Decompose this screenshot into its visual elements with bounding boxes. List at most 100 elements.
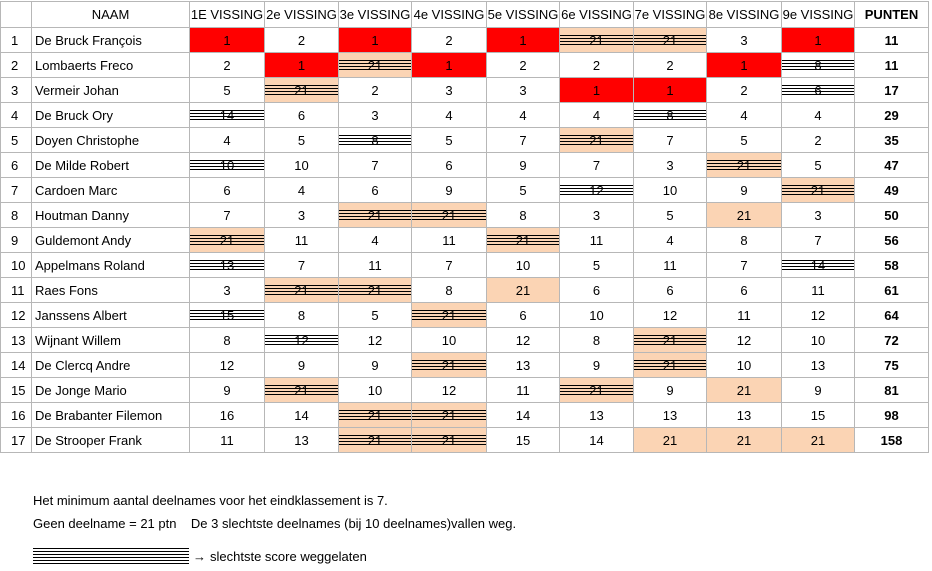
points-cell: 98 bbox=[854, 402, 929, 428]
header-round-5: 5e VISSING bbox=[486, 1, 560, 28]
arrow-right-icon: → bbox=[193, 549, 206, 564]
rank-cell: 3 bbox=[0, 77, 32, 103]
score-cell: 1 bbox=[338, 27, 412, 53]
score-cell: 8 bbox=[338, 127, 412, 153]
score-cell: 8 bbox=[411, 277, 487, 303]
name-cell: Lombaerts Freco bbox=[31, 52, 190, 78]
rank-cell: 2 bbox=[0, 52, 32, 78]
score-cell: 7 bbox=[411, 252, 487, 278]
score-cell: 4 bbox=[264, 177, 339, 203]
table-row: 8 Houtman Danny 7 3 21 21 8 3 5 21 3 50 bbox=[0, 202, 929, 228]
score-cell: 9 bbox=[189, 377, 265, 403]
score-cell: 11 bbox=[486, 377, 560, 403]
score-cell: 21 bbox=[706, 377, 782, 403]
score-cell: 10 bbox=[559, 302, 634, 328]
score-cell: 1 bbox=[706, 52, 782, 78]
header-rank bbox=[0, 1, 32, 28]
score-cell: 21 bbox=[781, 177, 855, 203]
score-cell: 21 bbox=[559, 377, 634, 403]
table-row: 17 De Strooper Frank 11 13 21 21 15 14 21 21 21 158 bbox=[0, 427, 929, 453]
table-row: 10 Appelmans Roland 13 7 11 7 10 5 11 7 14 58 bbox=[0, 252, 929, 278]
score-cell: 7 bbox=[559, 152, 634, 178]
rank-cell: 1 bbox=[0, 27, 32, 53]
score-cell: 9 bbox=[264, 352, 339, 378]
name-cell: De Clercq Andre bbox=[31, 352, 190, 378]
rank-cell: 6 bbox=[0, 152, 32, 178]
table-row: 4 De Bruck Ory 14 6 3 4 4 4 8 4 4 29 bbox=[0, 102, 929, 128]
score-cell: 12 bbox=[338, 327, 412, 353]
score-cell: 9 bbox=[706, 177, 782, 203]
score-cell: 21 bbox=[411, 302, 487, 328]
score-cell: 1 bbox=[264, 52, 339, 78]
score-cell: 9 bbox=[781, 377, 855, 403]
score-cell: 9 bbox=[338, 352, 412, 378]
score-cell: 4 bbox=[486, 102, 560, 128]
score-cell: 2 bbox=[338, 77, 412, 103]
score-cell: 9 bbox=[633, 377, 707, 403]
score-cell: 13 bbox=[781, 352, 855, 378]
header-row: NAAM 1E VISSING 2e VISSING 3e VISSING 4e… bbox=[0, 1, 929, 28]
score-cell: 21 bbox=[411, 352, 487, 378]
score-cell: 2 bbox=[486, 52, 560, 78]
points-cell: 35 bbox=[854, 127, 929, 153]
score-cell: 6 bbox=[559, 277, 634, 303]
name-cell: Raes Fons bbox=[31, 277, 190, 303]
score-cell: 8 bbox=[706, 227, 782, 253]
table-row: 16 De Brabanter Filemon 16 14 21 21 14 13 13 13 15… bbox=[0, 402, 929, 428]
standings-table: NAAM 1E VISSING 2e VISSING 3e VISSING 4e… bbox=[0, 1, 929, 453]
score-cell: 21 bbox=[338, 52, 412, 78]
score-cell: 6 bbox=[486, 302, 560, 328]
header-name: NAAM bbox=[31, 1, 190, 28]
header-round-8: 8e VISSING bbox=[706, 1, 782, 28]
score-cell: 8 bbox=[486, 202, 560, 228]
score-cell: 13 bbox=[486, 352, 560, 378]
score-cell: 4 bbox=[781, 102, 855, 128]
score-cell: 10 bbox=[338, 377, 412, 403]
score-cell: 14 bbox=[559, 427, 634, 453]
score-cell: 21 bbox=[559, 127, 634, 153]
score-cell: 11 bbox=[264, 227, 339, 253]
name-cell: Wijnant Willem bbox=[31, 327, 190, 353]
score-cell: 4 bbox=[411, 102, 487, 128]
striped-swatch-icon bbox=[33, 548, 189, 565]
table-row: 6 De Milde Robert 10 10 7 6 9 7 3 21 5 47 bbox=[0, 152, 929, 178]
score-cell: 8 bbox=[264, 302, 339, 328]
name-cell: De Bruck Ory bbox=[31, 102, 190, 128]
table-row: 14 De Clercq Andre 12 9 9 21 13 9 21 10 13 75 bbox=[0, 352, 929, 378]
score-cell: 6 bbox=[189, 177, 265, 203]
score-cell: 4 bbox=[338, 227, 412, 253]
score-cell: 21 bbox=[338, 202, 412, 228]
score-cell: 14 bbox=[189, 102, 265, 128]
score-cell: 21 bbox=[264, 277, 339, 303]
score-cell: 12 bbox=[706, 327, 782, 353]
table-row: 7 Cardoen Marc 6 4 6 9 5 12 10 9 21 49 bbox=[0, 177, 929, 203]
score-cell: 3 bbox=[411, 77, 487, 103]
name-cell: Appelmans Roland bbox=[31, 252, 190, 278]
score-cell: 14 bbox=[486, 402, 560, 428]
score-cell: 5 bbox=[706, 127, 782, 153]
score-cell: 21 bbox=[486, 277, 560, 303]
points-cell: 61 bbox=[854, 277, 929, 303]
rank-cell: 15 bbox=[0, 377, 32, 403]
score-cell: 13 bbox=[189, 252, 265, 278]
score-cell: 11 bbox=[781, 277, 855, 303]
score-cell: 21 bbox=[706, 202, 782, 228]
points-cell: 11 bbox=[854, 52, 929, 78]
score-cell: 11 bbox=[338, 252, 412, 278]
legend: → slechtste score weggelaten bbox=[33, 548, 367, 565]
header-round-4: 4e VISSING bbox=[411, 1, 487, 28]
table-row: 11 Raes Fons 3 21 21 8 21 6 6 6 11 61 bbox=[0, 277, 929, 303]
score-cell: 2 bbox=[633, 52, 707, 78]
score-cell: 21 bbox=[706, 152, 782, 178]
score-cell: 11 bbox=[559, 227, 634, 253]
score-cell: 5 bbox=[559, 252, 634, 278]
score-cell: 5 bbox=[264, 127, 339, 153]
header-round-2: 2e VISSING bbox=[264, 1, 339, 28]
score-cell: 5 bbox=[781, 152, 855, 178]
score-cell: 7 bbox=[486, 127, 560, 153]
score-cell: 11 bbox=[411, 227, 487, 253]
score-cell: 3 bbox=[189, 277, 265, 303]
score-cell: 2 bbox=[706, 77, 782, 103]
name-cell: Vermeir Johan bbox=[31, 77, 190, 103]
rank-cell: 7 bbox=[0, 177, 32, 203]
